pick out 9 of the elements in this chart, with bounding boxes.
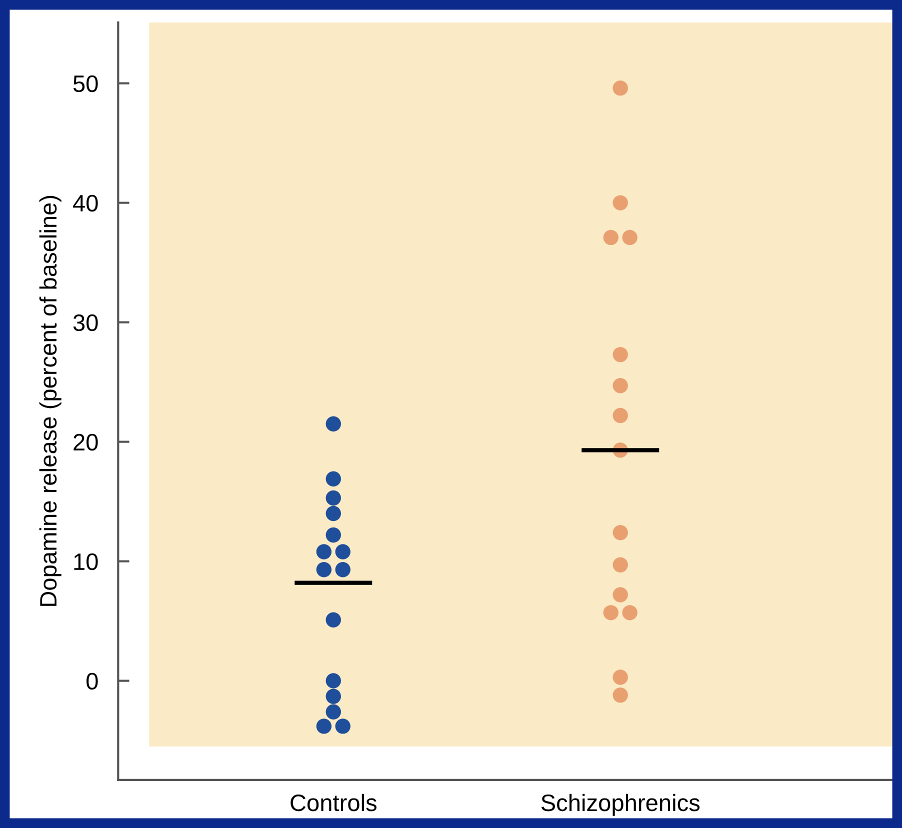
y-tick-label: 40 [73, 194, 98, 212]
y-tick-label: 10 [74, 553, 98, 570]
x-tick-label: Schizophrenics [541, 794, 700, 816]
x-tick-label: Controls [290, 794, 376, 812]
y-tick-label: 50 [73, 75, 98, 92]
y-tick-label: 20 [74, 434, 98, 451]
y-axis-title: Dopamine release (percent of baseline) [39, 196, 62, 606]
y-tick-label: 30 [73, 314, 98, 332]
y-tick-label: 0 [86, 672, 98, 690]
